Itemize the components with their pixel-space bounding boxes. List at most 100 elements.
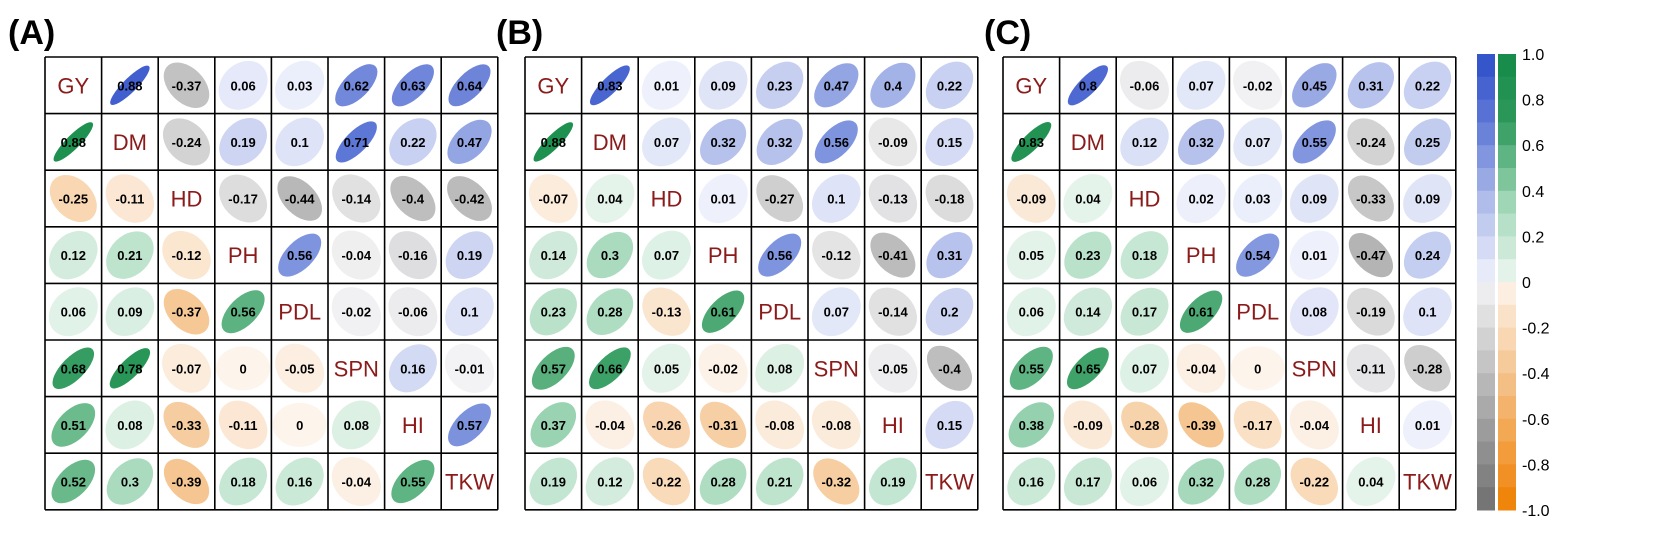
panel-label: (A) <box>8 14 55 52</box>
colorbar-segment-lower <box>1498 54 1516 78</box>
colorbar-segment-upper <box>1477 282 1495 306</box>
colorbar-segment-lower <box>1498 236 1516 260</box>
corr-value: 0.55 <box>1302 135 1327 150</box>
corr-value: 0.09 <box>1302 192 1327 207</box>
corr-ellipse-gy-dm <box>1067 65 1108 106</box>
corr-value: 0.06 <box>1132 475 1157 490</box>
corr-ellipse-gy-tkw <box>1403 61 1452 109</box>
corr-value: -0.37 <box>172 78 202 93</box>
colorbar-segment-upper <box>1477 99 1495 123</box>
variable-label-hi: HI <box>1360 413 1382 438</box>
corr-ellipse-gy-dm <box>589 65 630 106</box>
corr-ellipse-gy-ph <box>218 60 268 110</box>
corr-ellipse-tkw-pdl <box>755 457 804 506</box>
corr-value: 0.19 <box>457 248 482 263</box>
colorbar-segment-lower <box>1498 396 1516 420</box>
corr-value: 0.07 <box>1188 78 1213 93</box>
corr-value: 0.09 <box>117 305 142 320</box>
corr-ellipse-ph-spn <box>331 230 381 280</box>
corr-value: 0.2 <box>940 305 958 320</box>
corr-value: -0.22 <box>1299 475 1329 490</box>
variable-label-gy: GY <box>57 73 89 98</box>
colorbar-segment-lower <box>1498 327 1516 351</box>
colorbar-tick-label: 0.2 <box>1522 229 1544 246</box>
corr-value: -0.26 <box>652 418 682 433</box>
corr-value: -0.06 <box>398 305 428 320</box>
colorbar-segment-upper <box>1477 236 1495 260</box>
corr-ellipse-spn-hi <box>868 343 918 393</box>
corr-value: 0.37 <box>541 418 566 433</box>
corr-ellipse-hd-spn <box>1289 174 1339 223</box>
corr-value: 0.01 <box>1415 418 1440 433</box>
corr-ellipse-hd-hi <box>1347 175 1394 222</box>
corr-value: -0.27 <box>765 192 795 207</box>
corr-ellipse-hi-tkw <box>925 400 974 449</box>
corr-ellipse-gy-hi <box>391 64 434 107</box>
corr-ellipse-hd-spn <box>811 174 861 223</box>
variable-label-spn: SPN <box>1292 356 1337 381</box>
corr-ellipse-hi-gy <box>1008 402 1054 448</box>
corr-ellipse-pdl-gy <box>529 288 577 336</box>
corr-value: -0.17 <box>1243 418 1273 433</box>
corr-ellipse-hi-spn <box>811 400 861 450</box>
corr-ellipse-hi-ph <box>218 400 268 450</box>
corr-value: 0.32 <box>767 135 792 150</box>
corr-value: 0.25 <box>1415 135 1440 150</box>
colorbar-segment-lower <box>1498 304 1516 329</box>
corr-value: -0.32 <box>821 475 851 490</box>
corr-ellipse-ph-tkw <box>926 231 973 279</box>
corr-ellipse-hi-tkw <box>448 403 491 447</box>
corr-value: 0 <box>296 418 303 433</box>
corr-ellipse-pdl-dm <box>1063 287 1113 336</box>
variable-label-dm: DM <box>593 130 627 155</box>
corr-value: 0.52 <box>61 475 86 490</box>
corr-value: 0 <box>239 361 246 376</box>
corr-value: 0.24 <box>1415 248 1441 263</box>
colorbar-tick-label: -1.0 <box>1522 503 1550 520</box>
corr-ellipse-hi-ph <box>699 401 747 449</box>
corr-value: 0.88 <box>541 135 566 150</box>
corr-ellipse-dm-gy <box>533 122 574 162</box>
corr-ellipse-pdl-dm <box>586 288 634 336</box>
corr-ellipse-hi-pdl <box>755 400 805 450</box>
corr-ellipse-spn-dm <box>109 348 151 389</box>
corr-value: -0.42 <box>455 192 485 207</box>
corr-value: 0.06 <box>61 305 86 320</box>
corr-value: 0.18 <box>1132 248 1157 263</box>
colorbar-segment-lower <box>1498 441 1516 465</box>
variable-label-dm: DM <box>1071 130 1105 155</box>
corr-ellipse-ph-hi <box>870 232 916 278</box>
corr-value: -0.12 <box>172 248 202 263</box>
corr-value: -0.11 <box>115 192 144 207</box>
corr-ellipse-pdl-tkw <box>445 287 494 337</box>
corr-ellipse-dm-gy <box>53 122 94 162</box>
corr-ellipse-pdl-spn <box>331 287 381 337</box>
corr-ellipse-tkw-gy <box>51 459 96 504</box>
panel-label: (B) <box>496 14 543 52</box>
corr-ellipse-tkw-pdl <box>275 457 324 506</box>
corr-value: -0.09 <box>878 135 908 150</box>
corr-value: 0.1 <box>291 135 309 150</box>
corr-ellipse-gy-dm <box>110 65 150 106</box>
corr-value: 0.88 <box>61 135 86 150</box>
corr-ellipse-dm-ph <box>219 118 267 166</box>
corr-value: 0.55 <box>400 475 425 490</box>
corr-ellipse-spn-tkw <box>444 343 495 393</box>
corr-value: 0.47 <box>457 135 482 150</box>
colorbar-segment-upper <box>1477 76 1495 101</box>
corr-value: -0.44 <box>285 192 315 207</box>
corr-value: 0.56 <box>767 248 792 263</box>
corr-ellipse-hi-hd <box>163 401 210 448</box>
corr-ellipse-hi-dm <box>1063 400 1113 450</box>
variable-label-spn: SPN <box>814 356 859 381</box>
colorbar-tick-label: 1.0 <box>1522 47 1544 64</box>
corr-ellipse-spn-gy <box>1009 346 1053 390</box>
corr-value: 0.03 <box>1245 192 1270 207</box>
corr-value: 0.56 <box>287 248 312 263</box>
colorbar-segment-lower <box>1498 145 1516 169</box>
corr-value: 0.07 <box>1132 361 1157 376</box>
corr-ellipse-spn-tkw <box>926 345 973 391</box>
corr-ellipse-hd-hi <box>390 175 436 222</box>
corr-value: -0.02 <box>708 361 738 376</box>
